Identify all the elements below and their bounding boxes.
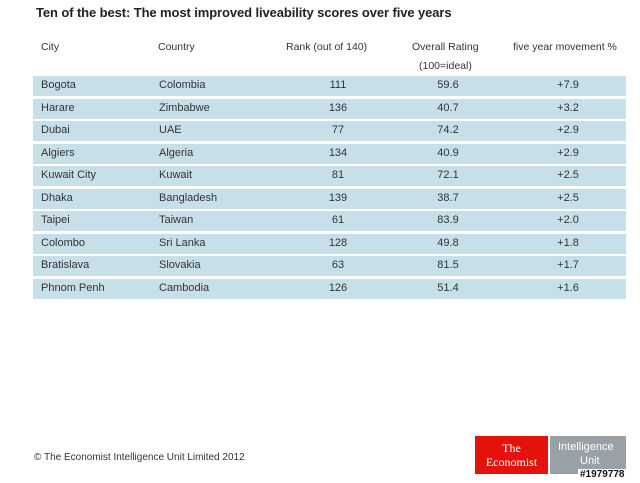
cell-country: Bangladesh <box>159 191 218 204</box>
cell-country: Kuwait <box>159 169 193 181</box>
cell-rank: 61 <box>331 214 345 226</box>
header-rank: Rank (out of 140) <box>286 41 368 53</box>
cell-country: Slovakia <box>159 259 201 271</box>
logo-text-intelligence: Intelligence <box>558 441 614 453</box>
table-row: Phnom Penh Cambodia 126 51.4 +1.6 <box>33 278 626 299</box>
cell-rating: 49.8 <box>437 236 459 249</box>
cell-city: Kuwait City <box>41 169 97 181</box>
cell-movement: +2.9 <box>557 146 579 159</box>
cell-movement: +2.5 <box>557 169 579 181</box>
logo-text-the: The <box>502 441 521 455</box>
cell-movement: +7.9 <box>557 79 579 91</box>
table-row: Bratislava Slovakia 63 81.5 +1.7 <box>33 256 626 276</box>
header-city: City <box>41 41 60 53</box>
cell-city: Dubai <box>41 124 70 136</box>
cell-movement: +1.8 <box>557 236 579 249</box>
table-row: Dubai UAE 77 74.2 +2.9 <box>33 121 626 141</box>
cell-rating: 81.5 <box>437 259 459 271</box>
chart-title: Ten of the best: The most improved livea… <box>36 5 452 20</box>
cell-rating: 51.4 <box>437 281 459 294</box>
cell-rating: 40.9 <box>437 146 459 159</box>
table-row: Algiers Algeria 134 40.9 +2.9 <box>33 143 626 164</box>
cell-movement: +3.2 <box>557 101 579 114</box>
intelligence-unit-logo: Intelligence Unit <box>550 436 626 474</box>
economist-logo: The Economist <box>475 436 548 474</box>
cell-city: Dhaka <box>41 191 73 204</box>
cell-country: UAE <box>159 124 182 136</box>
header-rating-subtitle: (100=ideal) <box>419 60 472 72</box>
cell-city: Harare <box>41 101 75 114</box>
cell-movement: +1.7 <box>557 259 579 271</box>
cell-rating: 74.2 <box>437 124 459 136</box>
cell-rank: 81 <box>331 169 345 181</box>
cell-rating: 83.9 <box>437 214 459 226</box>
copyright-text: © The Economist Intelligence Unit Limite… <box>34 452 245 463</box>
header-movement: five year movement % <box>513 41 617 53</box>
header-rating: Overall Rating <box>412 41 479 53</box>
logo-text-unit: Unit <box>580 455 600 467</box>
cell-country: Cambodia <box>159 281 210 294</box>
logo-text-economist: Economist <box>485 455 538 469</box>
cell-country: Taiwan <box>159 214 194 226</box>
cell-rank: 134 <box>328 146 348 159</box>
cell-country: Sri Lanka <box>159 236 206 249</box>
table-row: Harare Zimbabwe 136 40.7 +3.2 <box>33 98 626 119</box>
cell-rank: 136 <box>328 101 348 114</box>
cell-country: Algeria <box>159 146 194 159</box>
cell-city: Algiers <box>41 146 75 159</box>
cell-rank: 77 <box>331 124 345 136</box>
cell-city: Taipei <box>41 214 70 226</box>
cell-rating: 40.7 <box>437 101 459 114</box>
cell-city: Colombo <box>41 236 86 249</box>
cell-rating: 59.6 <box>437 79 459 91</box>
cell-rank: 139 <box>328 191 348 204</box>
table-row: Kuwait City Kuwait 81 72.1 +2.5 <box>33 166 626 186</box>
table-row: Taipei Taiwan 61 83.9 +2.0 <box>33 211 626 231</box>
cell-rating: 72.1 <box>437 169 459 181</box>
cell-city: Phnom Penh <box>41 281 105 294</box>
cell-rank: 111 <box>329 79 347 91</box>
cell-rank: 128 <box>328 236 348 249</box>
table-row: Bogota Colombia 111 59.6 +7.9 <box>33 76 626 96</box>
cell-rank: 126 <box>328 281 348 294</box>
cell-rank: 63 <box>331 259 345 271</box>
table-row: Dhaka Bangladesh 139 38.7 +2.5 <box>33 188 626 209</box>
header-country: Country <box>158 41 195 53</box>
cell-country: Colombia <box>159 79 206 91</box>
cell-rating: 38.7 <box>437 191 459 204</box>
cell-movement: +2.0 <box>557 214 579 226</box>
cell-movement: +1.6 <box>557 281 579 294</box>
table-row: Colombo Sri Lanka 128 49.8 +1.8 <box>33 233 626 254</box>
cell-city: Bratislava <box>41 259 90 271</box>
watermark-id: #1979778 <box>578 469 627 480</box>
cell-movement: +2.5 <box>557 191 579 204</box>
cell-country: Zimbabwe <box>159 101 210 114</box>
cell-city: Bogota <box>41 79 76 91</box>
cell-movement: +2.9 <box>557 124 579 136</box>
